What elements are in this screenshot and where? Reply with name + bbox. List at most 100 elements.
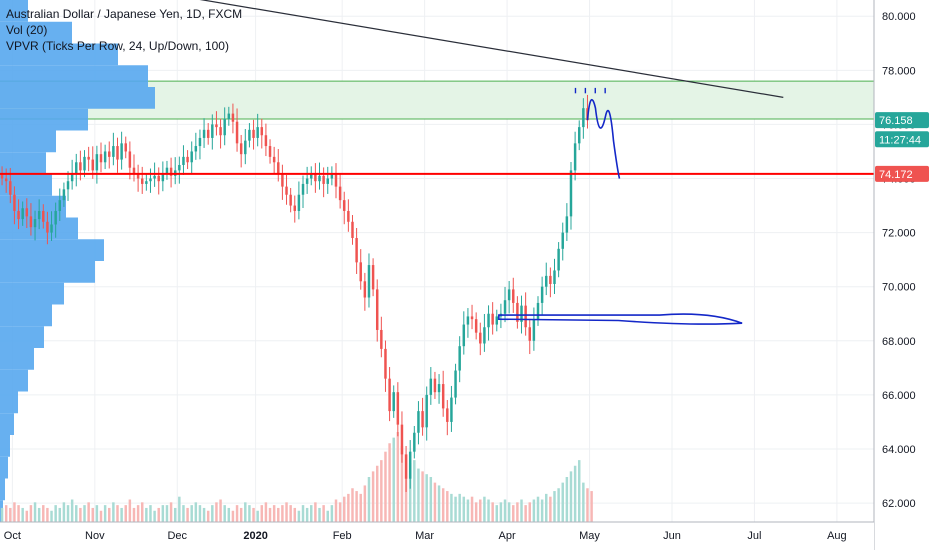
volume-bar-48	[198, 505, 202, 522]
symbol-title[interactable]: Australian Dollar / Japanese Yen, 1D, FX…	[6, 7, 243, 21]
price-label-box-1	[875, 131, 929, 148]
candle-body-13	[54, 210, 57, 225]
y-tick-label-5: 72.000	[882, 228, 916, 240]
volume-bar-19	[79, 507, 82, 522]
volume-bar-57	[235, 505, 239, 522]
candle-body-139	[573, 143, 577, 171]
volume-bar-125	[516, 502, 519, 522]
volume-profile-row-5	[0, 391, 18, 414]
candle-body-85	[351, 221, 354, 239]
volume-bar-118	[487, 499, 490, 522]
candle-body-11	[46, 221, 49, 233]
volume-bar-55	[227, 507, 231, 522]
volume-bar-21	[87, 502, 90, 522]
volume-bar-54	[223, 505, 226, 522]
candle-body-108	[446, 408, 449, 422]
volume-bar-76	[314, 502, 317, 522]
candle-body-120	[495, 316, 499, 325]
candle-body-44	[182, 156, 185, 165]
volume-bar-140	[577, 460, 581, 522]
candle-body-1	[4, 178, 8, 182]
candle-body-77	[318, 175, 321, 182]
candle-body-40	[165, 167, 169, 174]
candle-body-33	[136, 173, 140, 179]
volume-bar-35	[145, 507, 148, 522]
volume-bar-7	[29, 505, 33, 522]
volume-bar-66	[272, 505, 276, 522]
volume-bar-104	[429, 477, 433, 522]
candle-body-68	[281, 173, 284, 187]
volume-profile-row-7	[0, 348, 34, 370]
volume-bar-105	[433, 482, 437, 522]
volume-profile-row-1	[0, 478, 5, 501]
volume-indicator-label[interactable]: Vol (20)	[6, 23, 48, 37]
candle-body-115	[474, 319, 478, 333]
candle-body-109	[450, 397, 453, 422]
candle-body-129	[532, 319, 536, 341]
volume-bar-117	[483, 496, 486, 522]
candle-body-118	[487, 313, 490, 328]
candle-body-35	[145, 181, 148, 184]
volume-bar-29	[120, 507, 123, 522]
candle-body-39	[161, 173, 165, 182]
vpvr-indicator-label[interactable]: VPVR (Ticks Per Row, 24, Up/Down, 100)	[6, 39, 229, 53]
volume-bar-12	[50, 510, 53, 522]
volume-bar-92	[380, 460, 383, 522]
volume-bar-131	[540, 499, 544, 522]
candle-body-59	[244, 140, 247, 155]
candle-body-100	[413, 432, 416, 452]
volume-bar-122	[503, 499, 507, 522]
volume-profile-row-17	[0, 130, 56, 153]
candle-body-56	[231, 113, 235, 122]
price-label-box-2	[875, 165, 929, 182]
volume-bar-81	[334, 499, 338, 522]
volume-profile-row-22	[0, 21, 72, 44]
volume-bar-137	[565, 477, 569, 522]
x-tick-label-9: Jul	[747, 530, 761, 542]
candle-body-138	[569, 170, 573, 217]
x-tick-label-0: Oct	[4, 530, 21, 542]
volume-bar-93	[384, 451, 387, 522]
volume-bar-61	[252, 507, 255, 522]
candle-body-95	[392, 392, 395, 412]
x-tick-label-7: May	[579, 530, 600, 542]
candle-body-130	[536, 302, 540, 320]
candle-body-0	[0, 173, 4, 179]
candle-body-91	[375, 289, 379, 330]
volume-bar-88	[363, 485, 367, 522]
candle-body-65	[268, 146, 272, 157]
volume-bar-91	[375, 465, 379, 522]
candle-body-51	[211, 124, 214, 138]
volume-bar-109	[450, 493, 453, 522]
forecast-drawing	[586, 98, 621, 179]
candle-body-106	[437, 384, 441, 393]
volume-bar-103	[425, 474, 428, 522]
x-tick-label-10: Aug	[827, 530, 847, 542]
volume-bar-99	[408, 462, 412, 522]
volume-bar-84	[347, 493, 350, 522]
volume-bar-65	[268, 507, 272, 522]
volume-bar-30	[124, 505, 127, 522]
candle-body-83	[343, 200, 346, 211]
candle-body-73	[301, 183, 305, 195]
candle-body-9	[37, 210, 41, 220]
volume-bar-50	[206, 510, 210, 522]
volume-profile-row-23	[0, 0, 28, 22]
volume-bar-18	[75, 505, 78, 522]
volume-bar-13	[54, 505, 57, 522]
volume-bar-8	[33, 502, 37, 522]
chart-legend: Australian Dollar / Japanese Yen, 1D, FX…	[6, 6, 242, 54]
volume-bar-89	[367, 477, 371, 522]
candle-body-6	[25, 208, 29, 217]
volume-bar-1	[4, 505, 8, 522]
candle-body-107	[441, 384, 445, 409]
candle-body-55	[227, 113, 231, 120]
candle-body-66	[272, 156, 276, 163]
time-axis	[0, 522, 874, 550]
price-label-box-0	[875, 112, 929, 129]
candle-body-140	[577, 127, 581, 144]
volume-bar-123	[507, 502, 511, 522]
volume-profile-row-14	[0, 195, 66, 218]
